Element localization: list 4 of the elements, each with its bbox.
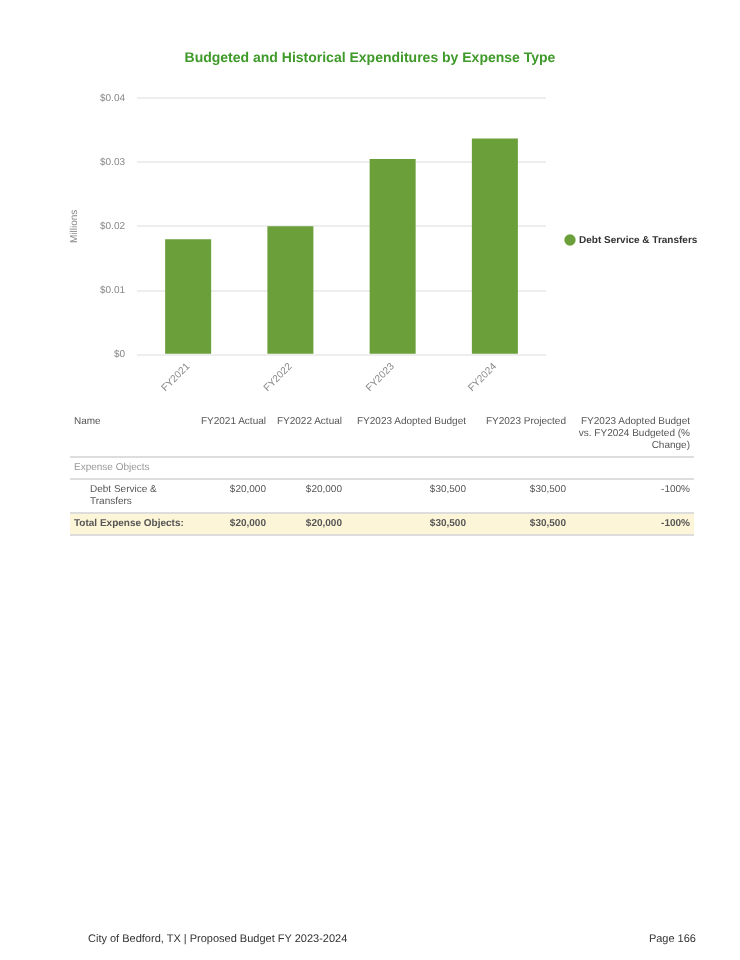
bar [369, 158, 416, 354]
bar [471, 138, 518, 354]
bar [267, 226, 314, 354]
bar [165, 239, 212, 354]
